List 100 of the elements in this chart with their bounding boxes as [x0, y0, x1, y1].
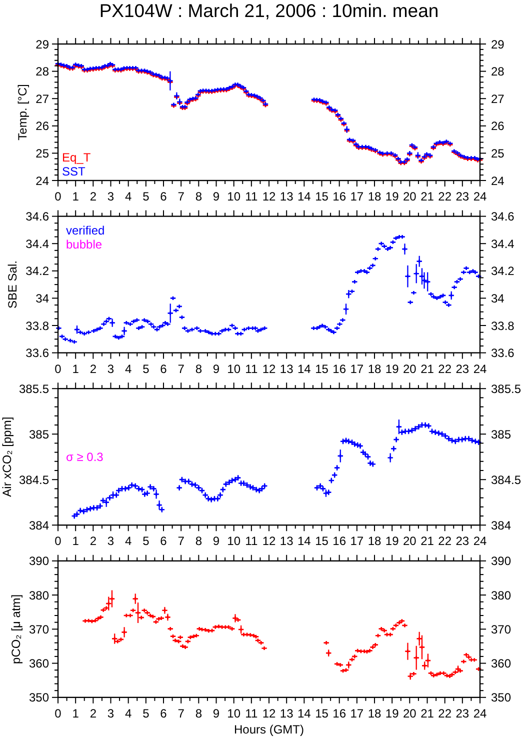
y2-tick-label: 34: [491, 292, 505, 306]
x-tick-label: 10: [227, 534, 241, 548]
x-tick-label: 20: [402, 190, 417, 204]
x-tick-label: 2: [90, 362, 97, 376]
x-tick-label: 8: [195, 362, 202, 376]
y-tick-label: 34.2: [26, 264, 50, 278]
x-tick-label: 18: [368, 534, 382, 548]
y-tick-label: 385.5: [18, 382, 50, 396]
x-tick-label: 6: [160, 534, 168, 548]
y2-tick-label: 25: [491, 146, 505, 160]
x-tick-label: 23: [456, 706, 470, 720]
x-tick-label: 19: [385, 534, 400, 548]
x-tick-label: 18: [368, 190, 382, 204]
x-tick-label: 10: [227, 706, 241, 720]
x-tick-label: 0: [54, 706, 62, 720]
x-tick-label: 14: [297, 534, 312, 548]
x-tick-label: 4: [124, 706, 132, 720]
x-tick-label: 2: [90, 706, 97, 720]
y-tick-label: 33.8: [26, 318, 50, 333]
y-tick-label: 385: [28, 427, 50, 442]
x-tick-label: 22: [438, 706, 452, 720]
x-tick-label: 16: [332, 190, 346, 204]
x-tick-label: 14: [297, 706, 312, 720]
x-tick-label: 7: [178, 362, 185, 376]
y-tick-label: 384.5: [18, 472, 50, 487]
x-tick-label: 9: [212, 362, 220, 376]
y-axis-title: pCO₂ [μ atm]: [8, 594, 23, 664]
x-tick-label: 3: [107, 362, 114, 376]
x-tick-label: 16: [332, 362, 346, 376]
x-tick-label: 19: [385, 362, 400, 376]
x-tick-label: 5: [142, 706, 150, 720]
x-tick-label: 7: [178, 534, 185, 548]
x-tick-label: 14: [297, 190, 312, 204]
x-tick-label: 2: [90, 534, 97, 548]
x-tick-label: 20: [402, 706, 417, 720]
x-tick-label: 2: [90, 190, 97, 204]
y-tick-label: 28: [36, 64, 50, 79]
y-tick-label: 390: [28, 554, 50, 568]
x-tick-label: 18: [368, 362, 382, 376]
legend-label: bubble: [66, 237, 102, 252]
x-tick-label: 0: [54, 534, 62, 548]
x-tick-label: 8: [195, 706, 202, 720]
x-tick-label: 15: [315, 534, 329, 548]
y-tick-label: 29: [36, 37, 50, 52]
y-tick-label: 350: [28, 690, 50, 705]
x-tick-label: 5: [142, 190, 150, 204]
x-tick-label: 1: [72, 706, 80, 720]
y-axis-title: Air xCO₂ [ppm]: [0, 416, 14, 497]
x-tick-label: 4: [124, 190, 132, 204]
x-tick-label: 11: [245, 534, 258, 548]
text: SST: [62, 164, 86, 178]
y-tick-label: 33.6: [26, 346, 50, 360]
y-axis-title: Temp. [°C]: [16, 84, 30, 140]
y2-tick-label: 385.5: [491, 382, 522, 396]
x-tick-label: 15: [315, 362, 329, 376]
x-tick-label: 7: [178, 190, 185, 204]
x-tick-label: 16: [332, 534, 346, 548]
y2-tick-label: 380: [491, 588, 512, 602]
x-tick-label: 17: [350, 706, 364, 720]
x-tick-label: 3: [107, 534, 114, 548]
x-tick-label: 11: [245, 362, 258, 376]
y2-tick-label: 34.4: [491, 236, 515, 251]
y2-tick-label: 24: [491, 174, 505, 188]
y2-tick-label: 34.2: [491, 264, 515, 278]
x-tick-label: 3: [107, 190, 114, 204]
x-tick-label: 17: [350, 362, 364, 376]
y-tick-label: 26: [36, 119, 50, 134]
x-tick-label: 13: [280, 534, 294, 548]
x-tick-label: 20: [402, 362, 417, 376]
x-tick-label: 22: [438, 534, 452, 548]
y2-tick-label: 360: [491, 656, 512, 671]
x-tick-label: 10: [227, 190, 241, 204]
y2-tick-label: 26: [491, 119, 505, 134]
x-tick-label: 8: [195, 534, 202, 548]
y-tick-label: 380: [28, 588, 50, 602]
y-axis-title: SBE Sal.: [6, 260, 20, 309]
x-tick-label: 4: [124, 534, 132, 548]
x-tick-label: 17: [350, 190, 364, 204]
y2-tick-label: 370: [491, 622, 512, 636]
x-tick-label: 11: [245, 190, 258, 204]
text: verified: [66, 223, 105, 238]
x-tick-label: 24: [473, 534, 487, 548]
x-tick-label: 24: [473, 706, 487, 720]
x-tick-label: 0: [54, 362, 62, 376]
y2-tick-label: 33.8: [491, 318, 515, 333]
x-tick-label: 23: [456, 534, 470, 548]
x-tick-label: 6: [160, 190, 168, 204]
x-tick-label: 5: [142, 362, 150, 376]
y-tick-label: 27: [36, 92, 50, 106]
x-tick-label: 21: [420, 190, 434, 204]
x-tick-label: 0: [54, 190, 62, 204]
y-tick-label: 25: [36, 146, 50, 160]
x-tick-label: 20: [402, 534, 417, 548]
x-tick-label: 9: [212, 534, 220, 548]
x-tick-label: 12: [262, 362, 276, 376]
x-tick-label: 19: [385, 190, 400, 204]
x-axis-title: Hours (GMT): [234, 722, 304, 736]
x-tick-label: 12: [262, 534, 276, 548]
y-tick-label: 384: [28, 518, 50, 532]
y2-tick-label: 384: [491, 518, 512, 532]
